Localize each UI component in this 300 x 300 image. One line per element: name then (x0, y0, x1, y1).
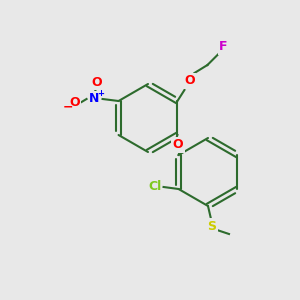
Text: N: N (89, 92, 100, 106)
Text: O: O (69, 95, 80, 109)
Text: O: O (91, 76, 102, 88)
Text: Cl: Cl (148, 181, 161, 194)
Text: O: O (173, 139, 183, 152)
Text: S: S (208, 220, 217, 232)
Text: O: O (184, 74, 195, 88)
Text: +: + (97, 89, 104, 98)
Text: F: F (219, 40, 228, 53)
Text: −: − (62, 100, 73, 113)
